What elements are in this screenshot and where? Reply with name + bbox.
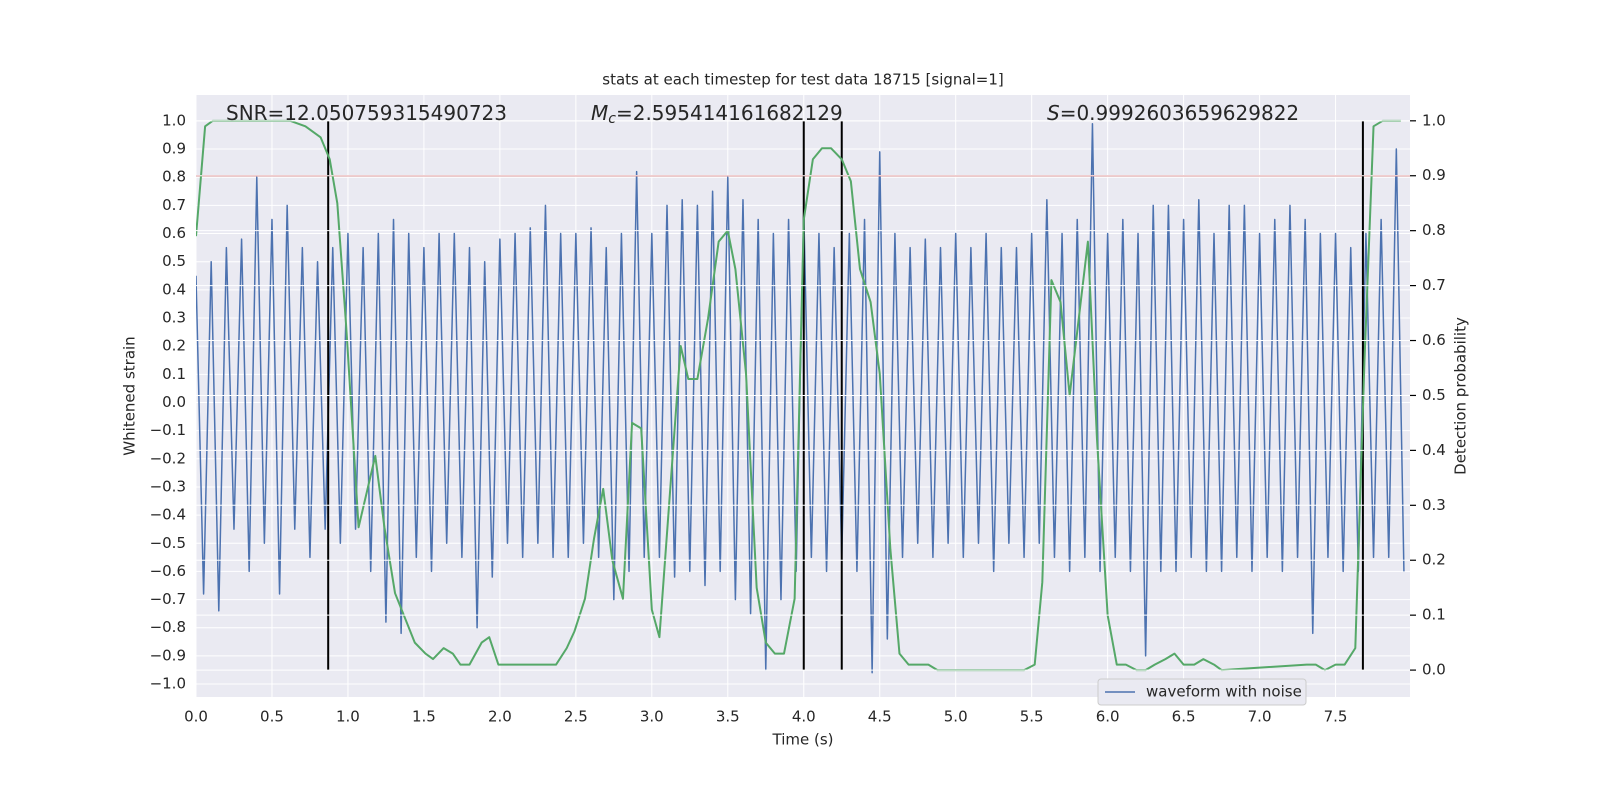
x-tick-label: 0.5 — [260, 708, 284, 726]
y-tick-label: 0.5 — [162, 252, 186, 270]
y-tick-label: 0.3 — [162, 309, 186, 327]
x-tick-label: 3.0 — [640, 708, 664, 726]
annotation-symbol: M — [591, 101, 608, 125]
y-tick-label: 0.1 — [162, 365, 186, 383]
y-tick-label: −1.0 — [150, 675, 186, 693]
y-tick-label: −0.1 — [150, 421, 186, 439]
y2-tick-label: 0.9 — [1422, 166, 1446, 184]
y-tick-label: 0.6 — [162, 224, 186, 242]
y-tick-label: −0.4 — [150, 506, 186, 524]
annotation: SNR=12.050759315490723 — [226, 101, 507, 125]
y-tick-label: −0.8 — [150, 618, 186, 636]
y-tick-label: 0.2 — [162, 337, 186, 355]
y-tick-label: 0.0 — [162, 393, 186, 411]
y-tick-label: 0.4 — [162, 280, 186, 298]
y-tick-label: −0.3 — [150, 477, 186, 495]
y2-tick-label: 0.2 — [1422, 551, 1446, 569]
y2-tick-label: 0.1 — [1422, 606, 1446, 624]
legend-label: waveform with noise — [1146, 683, 1302, 701]
x-tick-label: 7.0 — [1248, 708, 1272, 726]
y2-tick-label: 0.8 — [1422, 221, 1446, 239]
y2-tick-label: 1.0 — [1422, 111, 1446, 129]
y-tick-label: 0.9 — [162, 140, 186, 158]
y2-tick-label: 0.5 — [1422, 386, 1446, 404]
annotation-text: =0.9992603659629822 — [1060, 101, 1299, 125]
x-tick-label: 2.0 — [488, 708, 512, 726]
y-tick-label: −0.7 — [150, 590, 186, 608]
x-tick-label: 7.5 — [1324, 708, 1348, 726]
y-tick-label: −0.6 — [150, 562, 186, 580]
annotation-text: SNR=12.050759315490723 — [226, 101, 507, 125]
annotation: Mc=2.595414161682129 — [591, 101, 843, 128]
y2-tick-label: 0.3 — [1422, 496, 1446, 514]
y2-tick-label: 0.7 — [1422, 276, 1446, 294]
legend-box — [1097, 678, 1307, 706]
y-tick-label: −0.5 — [150, 534, 186, 552]
x-tick-label: 1.5 — [412, 708, 436, 726]
series-line — [196, 119, 1401, 672]
x-tick-label: 4.0 — [792, 708, 816, 726]
legend: waveform with noise — [1097, 678, 1307, 706]
x-tick-label: 5.0 — [944, 708, 968, 726]
y-tick-label: −0.9 — [150, 646, 186, 664]
x-tick-label: 2.5 — [564, 708, 588, 726]
annotation-text: =2.595414161682129 — [616, 101, 843, 125]
y2-tick-label: 0.0 — [1422, 661, 1446, 679]
y-tick-label: 1.0 — [162, 111, 186, 129]
annotation-symbol: S — [1047, 101, 1060, 125]
y2-tick-label: 0.4 — [1422, 441, 1446, 459]
x-axis-label: Time (s) — [772, 731, 834, 749]
y-axis-label: Whitened strain — [121, 336, 139, 455]
chart-title: stats at each timestep for test data 187… — [602, 71, 1003, 89]
y2-axis-label: Detection probability — [1452, 317, 1470, 475]
y-tick-label: 0.8 — [162, 168, 186, 186]
x-tick-label: 6.5 — [1172, 708, 1196, 726]
y-tick-label: −0.2 — [150, 449, 186, 467]
annotation: S=0.9992603659629822 — [1047, 101, 1299, 125]
x-tick-label: 6.0 — [1096, 708, 1120, 726]
y2-tick-label: 0.6 — [1422, 331, 1446, 349]
annotation-subscript: c — [608, 111, 616, 127]
x-tick-label: 4.5 — [868, 708, 892, 726]
x-tick-label: 0.0 — [184, 708, 208, 726]
x-tick-label: 1.0 — [336, 708, 360, 726]
x-tick-label: 3.5 — [716, 708, 740, 726]
x-tick-label: 5.5 — [1020, 708, 1044, 726]
y-tick-label: 0.7 — [162, 196, 186, 214]
